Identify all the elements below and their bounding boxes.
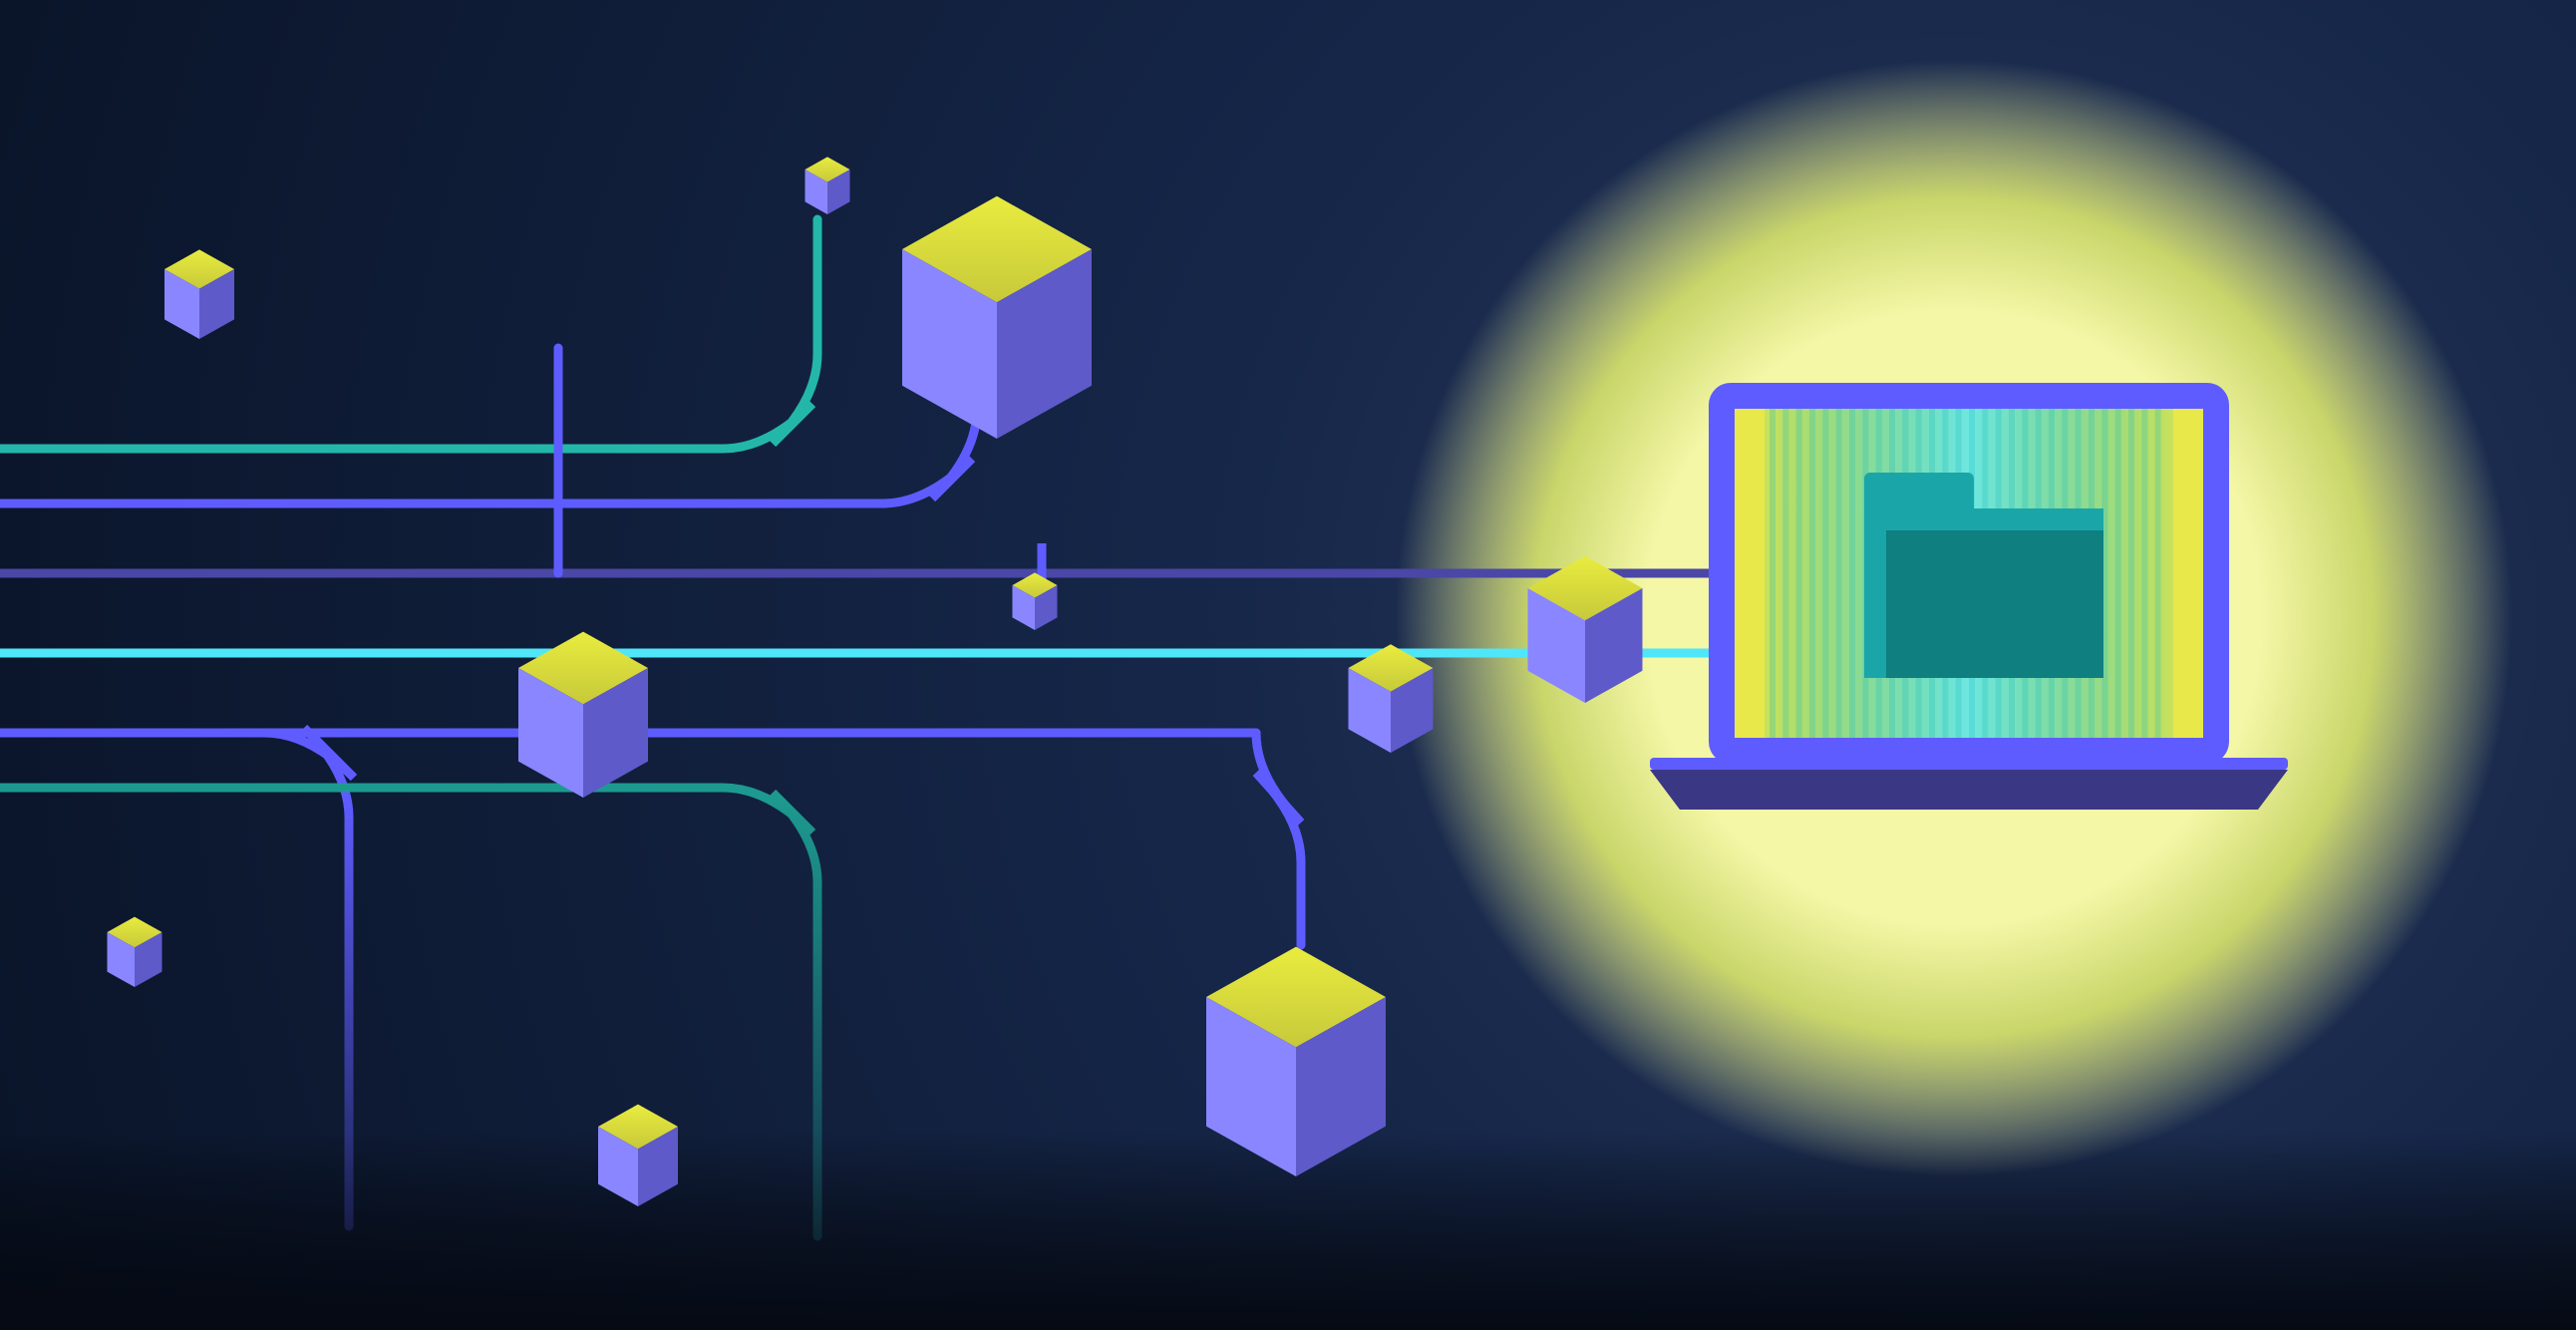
folder-front <box>1886 530 2103 678</box>
laptop <box>1650 383 2288 810</box>
infographic-canvas <box>0 0 2576 1330</box>
laptop-base <box>1650 770 2288 810</box>
